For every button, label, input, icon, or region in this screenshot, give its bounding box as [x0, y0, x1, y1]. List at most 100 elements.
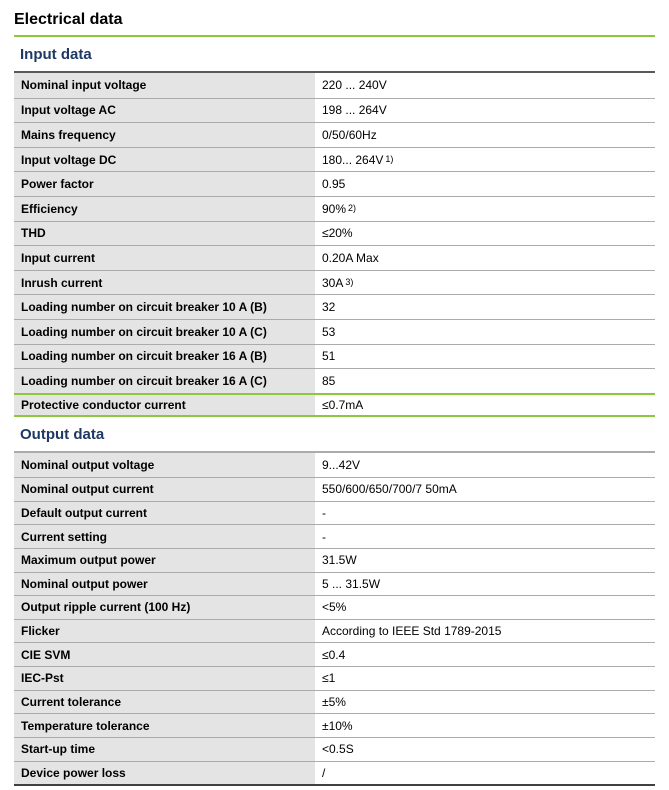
row-label: Protective conductor current	[14, 394, 315, 416]
row-label: Nominal input voltage	[14, 73, 315, 98]
row-label: Loading number on circuit breaker 16 A (…	[14, 369, 315, 393]
row-label: Loading number on circuit breaker 16 A (…	[14, 344, 315, 369]
row-label: Input voltage DC	[14, 147, 315, 172]
row-value-text: 5 ... 31.5W	[322, 576, 381, 591]
table-row: Efficiency 90% 2)	[14, 195, 655, 221]
row-value-text: 53	[322, 324, 336, 339]
table-row: IEC-Pst ≤1	[14, 666, 655, 690]
row-label: Efficiency	[14, 196, 315, 221]
table-row: Input voltage DC 180... 264V 1)	[14, 146, 655, 172]
row-value-text: 31.5W	[322, 553, 357, 568]
table-row: Start-up time <0.5S	[14, 737, 655, 761]
row-value: -	[315, 525, 655, 548]
footnote-ref: 2)	[348, 202, 357, 213]
input-section-heading: Input data	[20, 46, 92, 63]
row-label: Mains frequency	[14, 123, 315, 147]
row-value: 9...42V	[315, 453, 655, 477]
row-value: 0.95	[315, 172, 655, 196]
table-row: Loading number on circuit breaker 10 A (…	[14, 318, 655, 344]
row-value-text: 85	[322, 373, 336, 388]
table-row: Mains frequency 0/50/60Hz	[14, 122, 655, 147]
row-value-text: <0.5S	[322, 742, 354, 757]
row-value: 180... 264V 1)	[315, 147, 655, 172]
row-label: Current setting	[14, 525, 315, 548]
row-value: 198 ... 264V	[315, 98, 655, 123]
title-divider	[14, 35, 655, 37]
row-value: 0/50/60Hz	[315, 123, 655, 147]
row-value: 5 ... 31.5W	[315, 572, 655, 596]
table-row: Temperature tolerance ±10%	[14, 713, 655, 737]
row-value: <5%	[315, 596, 655, 619]
row-value: ≤1	[315, 667, 655, 690]
row-label: Flicker	[14, 619, 315, 643]
table-row: Protective conductor current ≤0.7mA	[14, 392, 655, 418]
row-value-text: 51	[322, 349, 336, 364]
row-label: Output ripple current (100 Hz)	[14, 596, 315, 619]
row-label: Inrush current	[14, 270, 315, 295]
row-label: Current tolerance	[14, 690, 315, 714]
row-value-text: 32	[322, 300, 336, 315]
row-value-text: -	[322, 505, 326, 520]
row-value-text: ≤0.4	[322, 647, 346, 662]
row-label: Nominal output current	[14, 477, 315, 501]
row-value: ≤0.4	[315, 643, 655, 667]
row-value-text: ±5%	[322, 695, 346, 710]
row-value: 32	[315, 295, 655, 319]
input-data-section: Input data Nominal input voltage 220 ...…	[14, 37, 655, 418]
row-value-text: <5%	[322, 600, 347, 615]
row-label: IEC-Pst	[14, 667, 315, 690]
footnote-ref: 1)	[385, 153, 394, 164]
row-value: ≤0.7mA	[315, 394, 655, 416]
table-row: Loading number on circuit breaker 16 A (…	[14, 368, 655, 393]
row-value-text: 90%	[322, 201, 347, 216]
row-value-text: According to IEEE Std 1789-2015	[322, 624, 502, 639]
row-value-text: 198 ... 264V	[322, 103, 387, 118]
table-row: Nominal output power 5 ... 31.5W	[14, 571, 655, 596]
row-label: Power factor	[14, 172, 315, 196]
row-label: THD	[14, 221, 315, 246]
row-value-text: ≤20%	[322, 226, 353, 241]
row-value-text: 0/50/60Hz	[322, 127, 377, 142]
row-label: Nominal output power	[14, 572, 315, 596]
row-value-text: 9...42V	[322, 458, 361, 473]
output-data-section: Output data Nominal output voltage 9...4…	[14, 417, 655, 787]
row-label: Start-up time	[14, 738, 315, 761]
row-value-text: 220 ... 240V	[322, 78, 387, 93]
output-section-heading: Output data	[20, 426, 105, 444]
table-row: CIE SVM ≤0.4	[14, 642, 655, 667]
table-row: Maximum output power 31.5W	[14, 547, 655, 572]
table-row: Loading number on circuit breaker 10 A (…	[14, 294, 655, 319]
row-value-text: ≤0.7mA	[322, 398, 364, 413]
row-value: -	[315, 501, 655, 525]
table-row: Current tolerance ±5%	[14, 689, 655, 714]
page-title: Electrical data	[14, 11, 123, 28]
row-value-text: /	[322, 765, 326, 780]
row-label: Input voltage AC	[14, 98, 315, 123]
table-row: Inrush current 30A 3)	[14, 269, 655, 295]
row-value: ±5%	[315, 690, 655, 714]
row-value-text: 30A	[322, 275, 344, 290]
row-label: Device power loss	[14, 761, 315, 785]
input-table: Nominal input voltage 220 ... 240V Input…	[14, 71, 655, 418]
row-value: 220 ... 240V	[315, 73, 655, 98]
table-row: Nominal output voltage 9...42V	[14, 453, 655, 477]
row-label: Default output current	[14, 501, 315, 525]
table-row: Current setting -	[14, 524, 655, 548]
row-value: <0.5S	[315, 738, 655, 761]
row-label: Maximum output power	[14, 548, 315, 572]
row-value: 53	[315, 319, 655, 344]
row-value: ≤20%	[315, 221, 655, 246]
table-row: Nominal output current 550/600/650/700/7…	[14, 476, 655, 501]
row-label: Input current	[14, 246, 315, 270]
table-row: Default output current -	[14, 500, 655, 525]
row-label: Loading number on circuit breaker 10 A (…	[14, 295, 315, 319]
row-label: CIE SVM	[14, 643, 315, 667]
table-row: Nominal input voltage 220 ... 240V	[14, 73, 655, 98]
row-label: Loading number on circuit breaker 10 A (…	[14, 319, 315, 344]
table-row: Device power loss /	[14, 760, 655, 785]
table-row: Power factor 0.95	[14, 171, 655, 196]
row-value-text: -	[322, 529, 326, 544]
row-label: Nominal output voltage	[14, 453, 315, 477]
table-row: Input voltage AC 198 ... 264V	[14, 97, 655, 123]
row-value-text: 0.95	[322, 177, 346, 192]
